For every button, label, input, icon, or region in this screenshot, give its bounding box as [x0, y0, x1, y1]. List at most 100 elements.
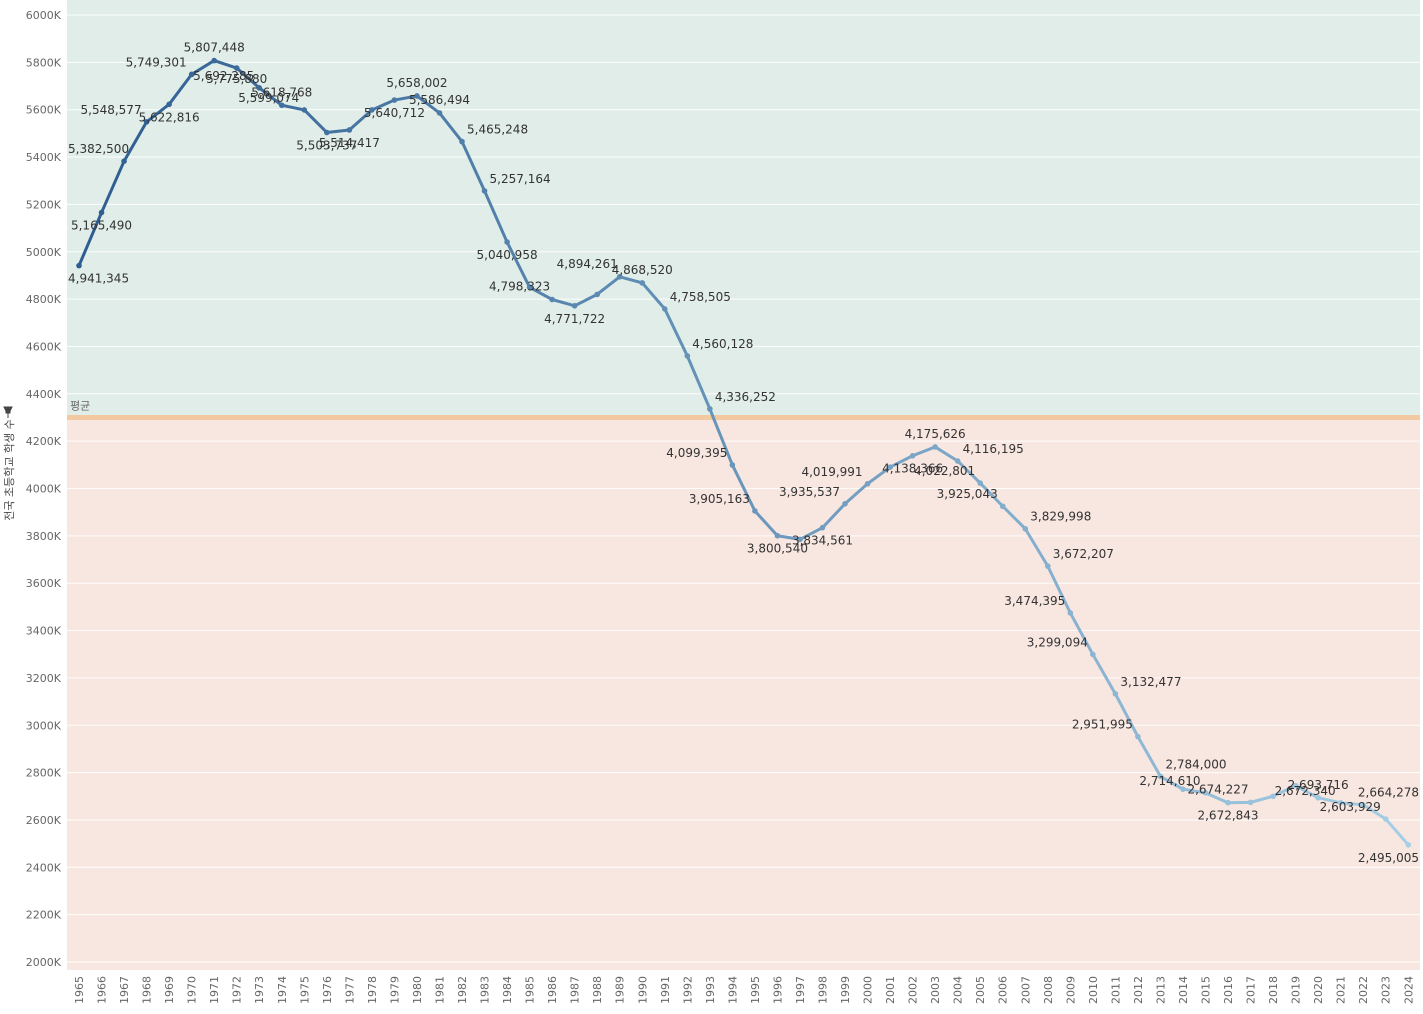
data-point: [1044, 563, 1051, 569]
line-segment: [1294, 784, 1320, 800]
x-tick-label: 2005: [974, 976, 987, 1004]
data-point: [324, 129, 330, 136]
pin-icon[interactable]: [3, 406, 13, 418]
line-segment: [325, 128, 351, 134]
data-point: [211, 57, 217, 64]
data-label: 4,758,505: [670, 290, 731, 304]
x-tick-label: 2007: [1019, 976, 1032, 1004]
data-labels: 4,941,345 5,165,490 5,382,500 5,548,5775,62…: [68, 41, 1419, 865]
line-segment: [100, 159, 126, 215]
data-label: 4,798,323: [489, 279, 550, 293]
data-point: [188, 71, 195, 78]
gridlines: [67, 14, 1420, 963]
data-label: 3,905,163: [689, 492, 750, 506]
data-point: [143, 119, 150, 125]
data-label: 5,382,500: [68, 142, 129, 156]
data-point: [797, 536, 803, 543]
line-segment: [888, 454, 915, 469]
x-tick-label: 2018: [1267, 976, 1280, 1004]
data-label: 4,022,801: [914, 464, 975, 478]
data-label: 2,784,000: [1165, 757, 1226, 771]
data-point: [887, 464, 893, 470]
data-label: 5,640,712: [364, 106, 425, 120]
y-tick-label: 2200K: [26, 909, 62, 922]
data-label: 2,674,227: [1187, 782, 1248, 796]
x-tick-label: 2000: [862, 976, 875, 1004]
y-tick-label: 4200K: [26, 435, 62, 448]
y-tick-label: 2000K: [26, 956, 62, 969]
line-segment: [1068, 611, 1095, 656]
x-tick-label: 1972: [231, 976, 244, 1004]
data-point: [752, 508, 758, 514]
data-label: 4,175,626: [905, 427, 966, 441]
data-label: 2,672,340: [1275, 784, 1336, 798]
x-tick-label: 1988: [591, 976, 604, 1004]
x-tick-label: 2024: [1402, 976, 1415, 1004]
y-tick-label: 4800K: [26, 293, 62, 306]
average-line-label: 평균: [70, 399, 90, 412]
data-point: [639, 280, 646, 286]
x-tick-label: 1993: [704, 976, 717, 1004]
data-label: 4,894,261: [557, 257, 618, 271]
x-tick-label: 2002: [907, 976, 920, 1004]
data-point: [819, 524, 826, 531]
data-point: [233, 65, 240, 71]
data-points: [76, 57, 1412, 848]
line-segment: [257, 86, 284, 107]
data-label: 4,336,252: [715, 390, 776, 404]
data-point: [1135, 733, 1141, 740]
data-label: 4,019,991: [801, 465, 862, 479]
x-tick-label: 1970: [186, 976, 199, 1004]
x-tick-label: 1973: [253, 976, 266, 1004]
x-tick-label: 1976: [321, 976, 334, 1004]
data-point: [1180, 786, 1186, 792]
y-tick-label: 2800K: [26, 767, 62, 780]
x-tick-label: 1977: [343, 976, 356, 1004]
data-label: 2,714,610: [1139, 774, 1200, 788]
data-label: 2,603,929: [1320, 800, 1381, 814]
data-point: [1270, 793, 1276, 800]
data-label: 4,560,128: [692, 337, 753, 351]
line-segment: [595, 275, 622, 296]
x-tick-label: 1986: [546, 976, 559, 1004]
line-segment: [618, 275, 644, 285]
x-tick-label: 1968: [141, 976, 154, 1004]
data-label: 3,299,094: [1027, 635, 1088, 649]
line-segment: [1181, 787, 1207, 795]
line-segment: [460, 140, 487, 193]
data-label: 5,807,448: [184, 41, 245, 55]
data-point: [909, 452, 916, 459]
data-label: 2,951,995: [1072, 718, 1133, 732]
x-tick-label: 1990: [636, 976, 649, 1004]
data-label: 5,503,737: [296, 138, 357, 152]
x-tick-label: 1994: [726, 976, 739, 1004]
data-label: 3,672,207: [1053, 547, 1114, 561]
y-tick-label: 3800K: [26, 530, 62, 543]
data-point: [1202, 790, 1209, 796]
data-label: 5,586,494: [409, 93, 470, 107]
x-tick-label: 1985: [524, 976, 537, 1004]
data-label: 5,749,301: [126, 55, 187, 69]
x-tick-label: 2017: [1245, 976, 1258, 1004]
data-point: [1405, 842, 1412, 848]
y-tick-label: 2600K: [26, 814, 62, 827]
y-axis-ticks: 2000K 2200K 2400K 2600K 2800K 3000K 3200K 3400K…: [26, 9, 62, 969]
data-point: [98, 209, 105, 216]
data-point: [459, 138, 465, 145]
line-segment: [190, 59, 216, 76]
line-segment: [708, 407, 734, 467]
x-tick-label: 2020: [1312, 976, 1325, 1004]
line-segment: [1023, 527, 1050, 568]
y-tick-label: 3000K: [26, 719, 62, 732]
data-point: [256, 85, 263, 91]
data-label: 5,465,248: [467, 123, 528, 137]
data-label: 3,800,540: [747, 542, 808, 556]
x-tick-label: 2014: [1177, 976, 1190, 1004]
line-segment: [1113, 692, 1140, 739]
x-tick-label: 2019: [1290, 976, 1303, 1004]
y-tick-label: 4000K: [26, 483, 62, 496]
data-label: 4,941,345: [68, 272, 129, 286]
x-tick-label: 1984: [501, 976, 514, 1004]
line-segment: [978, 481, 1005, 508]
x-tick-label: 1971: [208, 976, 221, 1004]
